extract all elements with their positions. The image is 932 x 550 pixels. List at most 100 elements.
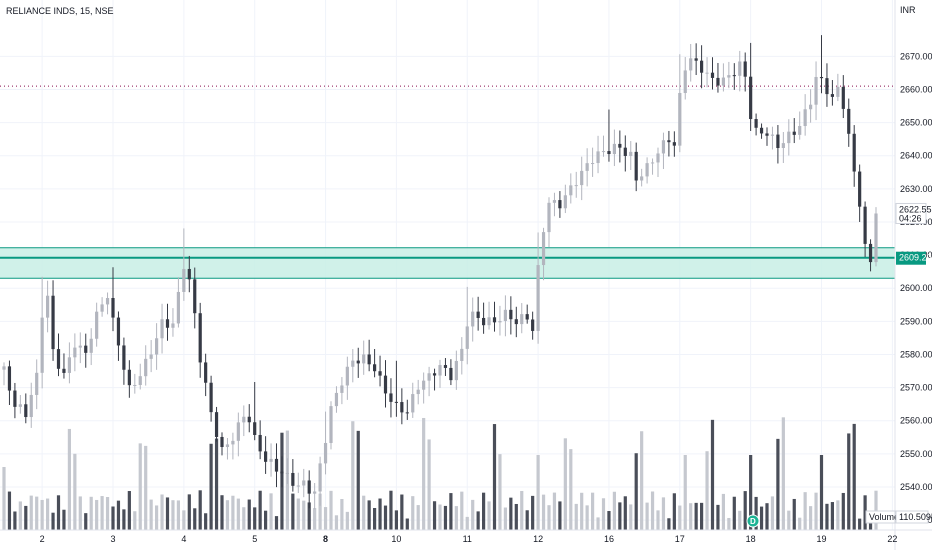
volume-bar [629, 504, 633, 530]
candle-body [487, 317, 491, 326]
candle-body [329, 406, 333, 443]
candle-body [569, 185, 573, 196]
candle-body [438, 365, 442, 376]
volume-bar [531, 495, 535, 530]
volume-bar [754, 496, 758, 530]
volume-bar [460, 491, 464, 530]
support-price-value: 2609.20 [899, 253, 932, 263]
candle-body [580, 170, 584, 186]
candle-body [242, 416, 246, 423]
y-tick-label: 2600.00 [900, 283, 932, 293]
candle-body [541, 232, 546, 266]
candle-body [863, 206, 867, 244]
candle-body [269, 458, 273, 462]
volume-bar [743, 491, 747, 530]
candle-body [868, 243, 873, 263]
candle-body [378, 371, 382, 376]
last-price-value: 2622.55 [899, 204, 932, 214]
x-tick-label: 22 [887, 534, 897, 544]
support-zone [0, 85, 895, 279]
volume-bar [814, 492, 818, 530]
candle-body [56, 349, 61, 369]
candle-body [340, 385, 344, 393]
volume-bar [809, 506, 813, 530]
volume-bar [476, 511, 480, 530]
volume-bar [732, 496, 736, 530]
volume-bar [165, 497, 170, 530]
candle-body [165, 319, 170, 328]
volume-bar [471, 499, 475, 530]
volume-bar [318, 493, 322, 530]
volume-bar [536, 455, 540, 530]
candle-body [400, 402, 404, 413]
volume-bar [323, 507, 328, 530]
candle-body [809, 104, 813, 110]
candle-body [133, 384, 137, 386]
volume-bar [465, 516, 469, 530]
volume-bar [645, 502, 649, 530]
volume-bar [422, 417, 426, 530]
volume-bar [269, 493, 273, 530]
candle-body [689, 58, 693, 71]
last-price-tag: 2622.55 04:26 [895, 202, 932, 224]
candle-body [394, 401, 398, 403]
candle-body [285, 472, 289, 474]
candle-body [264, 451, 268, 462]
candle-body [498, 320, 502, 323]
volume-bar [661, 497, 666, 530]
volume-bar [29, 495, 33, 530]
candle-body [313, 491, 317, 494]
volume-bar [749, 455, 753, 530]
volume-bar [307, 502, 311, 530]
volume-bar [727, 517, 731, 530]
price-axis[interactable]: 2530.002540.002550.002560.002570.002580.… [894, 0, 932, 550]
volume-bar [296, 498, 300, 530]
candle-body [749, 76, 753, 120]
volume-bar [133, 511, 137, 530]
candle-body [24, 404, 28, 418]
candle-body [770, 134, 775, 136]
candle-body [514, 319, 518, 325]
candlesticks [2, 35, 878, 510]
candle-body [509, 309, 513, 320]
candle-body [759, 127, 764, 134]
volume-bar [721, 493, 725, 530]
dividend-marker[interactable]: D [746, 514, 760, 528]
volume-bar [541, 494, 546, 530]
candle-body [738, 61, 742, 76]
candle-body [536, 265, 540, 331]
volume-bar [792, 498, 796, 530]
volume-bar [160, 494, 164, 530]
volume-bar [242, 507, 246, 530]
candle-body [743, 61, 747, 77]
candle-body [416, 389, 420, 395]
x-tick-label: 12 [533, 534, 543, 544]
volume-bar [787, 510, 791, 530]
candle-body [721, 77, 725, 86]
candle-body [296, 485, 300, 487]
y-tick-label: 2570.00 [900, 383, 932, 393]
candle-body [18, 404, 22, 407]
candle-body [787, 131, 791, 144]
volume-bar [176, 500, 180, 530]
candle-body [858, 171, 862, 207]
candle-body [520, 314, 524, 325]
volume-bar [427, 439, 431, 530]
volume-bar [351, 421, 355, 530]
x-tick-label: 2 [40, 534, 45, 544]
volume-bar [525, 510, 529, 530]
volume-label: Volume [869, 512, 899, 522]
time-axis[interactable]: 2 3 4 5 8 10 11 12 16 17 18 19 22 [0, 529, 932, 544]
volume-bar [770, 496, 775, 530]
volume-bar [362, 495, 366, 530]
candle-body [187, 268, 191, 280]
volume-bar [689, 503, 693, 530]
volume-bar [236, 498, 240, 530]
volume-bar [122, 509, 126, 530]
candle-body [645, 163, 649, 177]
volume-bar [798, 517, 802, 530]
candle-body [291, 472, 295, 486]
volume-bar [274, 516, 279, 530]
volume-bar [650, 491, 655, 530]
